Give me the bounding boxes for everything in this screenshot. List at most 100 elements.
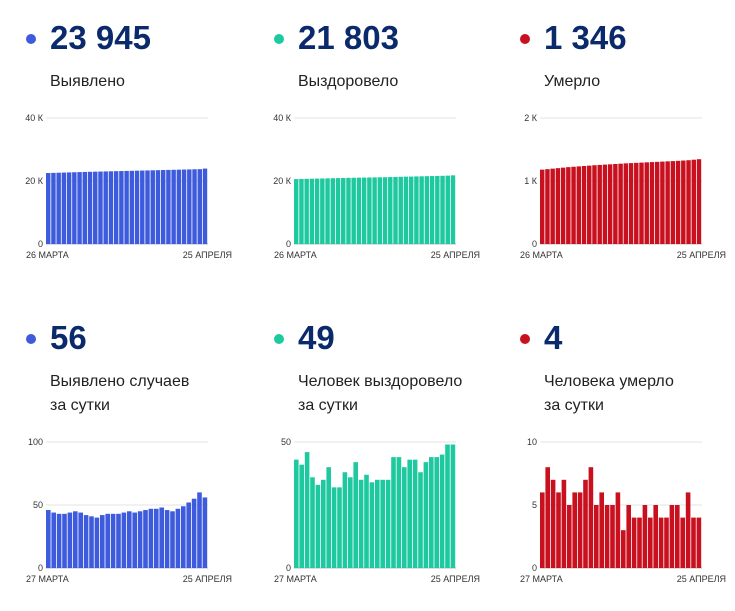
bar bbox=[396, 457, 402, 568]
bar bbox=[346, 177, 351, 244]
bar bbox=[82, 171, 88, 244]
bar bbox=[66, 172, 72, 244]
bar bbox=[550, 168, 555, 244]
bar bbox=[391, 457, 396, 568]
bar bbox=[613, 163, 618, 244]
stat-label-line: Выявлено случаев bbox=[50, 373, 190, 390]
y-tick-label: 100 bbox=[28, 437, 43, 447]
x-end-label: 25 АПРЕЛЯ bbox=[183, 250, 232, 260]
stat-label: Выявлено случаев за сутки bbox=[50, 370, 189, 418]
x-end-label: 25 АПРЕЛЯ bbox=[183, 574, 232, 584]
bar-chart: 0 1 К 2 К 26 МАРТА 25 АПРЕЛЯ bbox=[520, 113, 726, 260]
bar bbox=[197, 492, 202, 568]
y-tick-label: 0 bbox=[38, 563, 43, 573]
bar bbox=[192, 169, 197, 244]
bar bbox=[103, 171, 108, 244]
bar bbox=[680, 517, 685, 568]
bar bbox=[342, 472, 348, 568]
bar bbox=[545, 467, 550, 568]
bar bbox=[176, 169, 182, 244]
bar bbox=[658, 517, 664, 568]
bar bbox=[567, 505, 572, 568]
bar bbox=[202, 168, 208, 244]
bar bbox=[367, 177, 372, 244]
stat-panel: 4 Человека умерло за сутки 0 5 10 27 МАРТА 25 А… bbox=[520, 318, 735, 608]
bar bbox=[77, 172, 82, 244]
bar bbox=[187, 169, 192, 244]
bar bbox=[134, 170, 140, 244]
bar bbox=[412, 459, 418, 568]
bar bbox=[691, 517, 696, 568]
y-tick-label: 50 bbox=[281, 437, 291, 447]
bar bbox=[119, 171, 124, 244]
x-start-label: 27 МАРТА bbox=[274, 574, 317, 584]
bar bbox=[94, 517, 100, 568]
bar bbox=[299, 464, 304, 568]
bar bbox=[98, 171, 103, 244]
bar bbox=[555, 168, 561, 244]
bar bbox=[304, 178, 309, 244]
x-end-label: 25 АПРЕЛЯ bbox=[677, 250, 726, 260]
bar bbox=[424, 176, 430, 244]
bar bbox=[87, 171, 93, 244]
bar bbox=[330, 178, 336, 244]
stat-value: 1 346 bbox=[544, 19, 627, 56]
bar-chart: 0 5 10 27 МАРТА 25 АПРЕЛЯ bbox=[520, 437, 726, 584]
bar bbox=[407, 459, 412, 568]
bar bbox=[78, 512, 83, 568]
bar bbox=[314, 178, 320, 244]
bar bbox=[186, 502, 191, 568]
bar bbox=[326, 467, 331, 568]
bar bbox=[604, 505, 610, 568]
bar bbox=[304, 452, 310, 568]
bar bbox=[403, 176, 409, 244]
x-start-label: 26 МАРТА bbox=[274, 250, 317, 260]
bar bbox=[644, 162, 649, 244]
bar bbox=[202, 497, 208, 568]
bar bbox=[166, 169, 171, 244]
stat-panel: 23 945 Выявлено 0 20 К 40 К 26 МАРТА 25 АПРЕЛЯ bbox=[25, 18, 261, 308]
bar bbox=[623, 163, 629, 244]
bar bbox=[154, 508, 159, 568]
bar bbox=[143, 510, 148, 568]
bar bbox=[127, 511, 132, 568]
bar bbox=[669, 505, 675, 568]
bar bbox=[337, 487, 342, 568]
bar bbox=[137, 511, 143, 568]
y-tick-label: 20 К bbox=[273, 176, 292, 186]
bar bbox=[660, 161, 665, 244]
stat-label: Человек выздоровело за сутки bbox=[298, 370, 462, 418]
bar bbox=[110, 513, 116, 568]
bar bbox=[299, 178, 304, 244]
bar bbox=[628, 163, 634, 244]
bar bbox=[321, 479, 326, 568]
bar bbox=[618, 163, 623, 244]
bar bbox=[171, 169, 176, 244]
bar bbox=[46, 173, 51, 244]
bar bbox=[385, 479, 391, 568]
bar bbox=[583, 479, 588, 568]
y-tick-label: 0 bbox=[532, 563, 537, 573]
bar bbox=[685, 492, 691, 568]
x-start-label: 27 МАРТА bbox=[520, 574, 563, 584]
bar bbox=[540, 169, 545, 244]
bar bbox=[675, 505, 680, 568]
bar bbox=[382, 177, 388, 244]
bar bbox=[634, 162, 639, 244]
bar bbox=[393, 176, 398, 244]
bar bbox=[588, 467, 594, 568]
bar bbox=[358, 479, 364, 568]
x-end-label: 25 АПРЕЛЯ bbox=[431, 250, 480, 260]
bar bbox=[181, 506, 186, 568]
y-tick-label: 10 bbox=[527, 437, 537, 447]
bar bbox=[155, 170, 161, 244]
bar bbox=[610, 505, 615, 568]
bar bbox=[450, 444, 456, 568]
bar bbox=[380, 479, 385, 568]
legend-dot-icon bbox=[274, 334, 284, 344]
bar bbox=[445, 175, 450, 244]
bar bbox=[105, 513, 110, 568]
bar bbox=[100, 515, 105, 568]
bar bbox=[160, 170, 166, 244]
bar bbox=[108, 171, 114, 244]
